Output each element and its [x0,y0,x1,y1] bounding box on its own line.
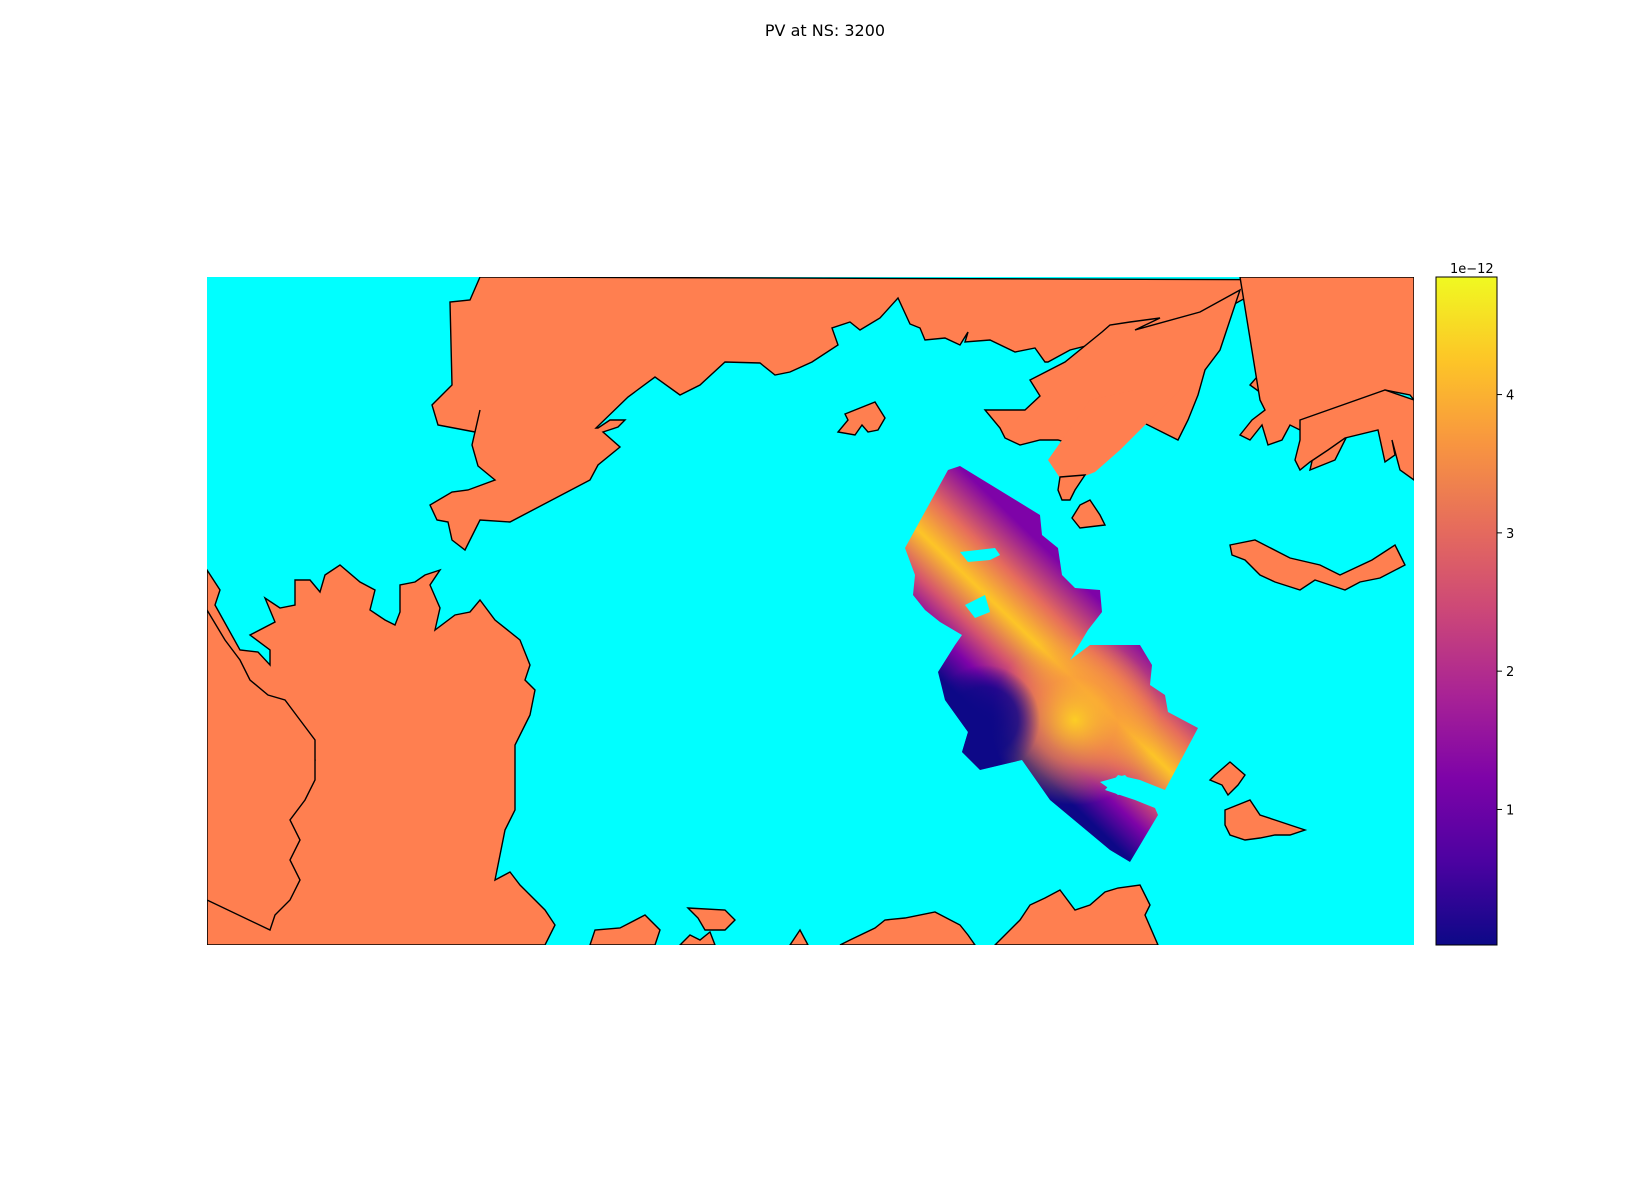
colorbar-gradient [1435,276,1498,946]
map-area [207,277,1414,945]
land-south-5 [789,928,809,945]
colorbar: 1e−12 1 2 3 4 [1435,262,1514,946]
pv-gap-1 [960,548,1010,562]
island-north-2 [1057,474,1087,501]
land-masses [207,277,1414,945]
island-north-3 [1071,499,1107,529]
colorbar-tick-label: 1 [1506,803,1514,818]
island-east-1 [1229,539,1406,591]
pv-gap-2 [965,595,990,618]
land-south-1 [589,914,661,945]
island-east-3 [1224,799,1308,841]
land-west-2 [207,608,316,945]
colorbar-multiplier: 1e−12 [1450,262,1494,277]
colorbar-tick-label: 3 [1506,527,1514,542]
island-north-1 [836,401,886,436]
land-south-2 [686,907,736,931]
colorbar-ticks: 1 2 3 4 [1497,389,1514,818]
land-south-4 [994,884,1159,945]
pv-gap-3 [1100,775,1140,795]
land-north-central [983,288,1242,449]
land-south-6 [679,930,716,945]
colorbar-tick-label: 4 [1506,389,1514,404]
land-south-3 [839,911,976,945]
land-ne-peninsula [1294,389,1414,481]
island-east-2 [1208,761,1246,797]
land-north-arm [1048,380,1180,480]
colorbar-tick-label: 2 [1506,665,1514,680]
map-title: PV at NS: 3200 [764,21,886,40]
